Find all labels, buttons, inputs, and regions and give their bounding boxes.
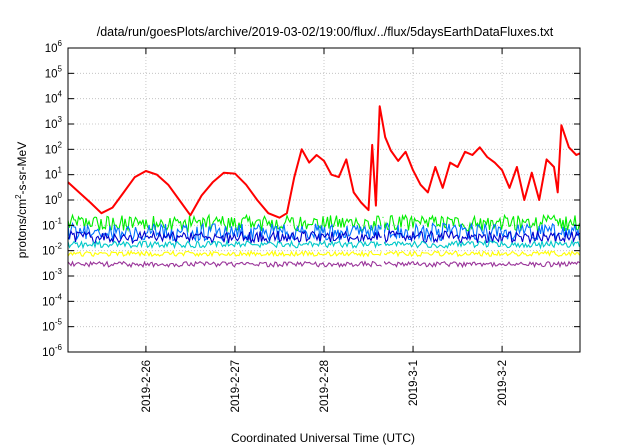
series-line-band-6 [67,260,580,269]
y-tick-label: 103 [45,115,63,131]
x-tick-label: 2019-3-1 [408,360,420,406]
y-tick-label: 105 [45,64,63,80]
y-tick-label: 104 [45,90,63,106]
data-gap [381,217,384,270]
y-tick-label: 10-2 [42,242,62,258]
series-line-proton-flux-0 [67,105,581,219]
y-tick-label: 10-5 [42,318,62,334]
y-tick-label: 100 [45,191,63,207]
y-tick-label: 10-3 [42,267,62,283]
y-tick-label: 101 [45,166,63,182]
y-tick-label: 10-6 [42,343,62,359]
series-line-band-5 [67,249,580,258]
y-tick-label: 106 [45,39,63,55]
series-line-band-4 [67,239,581,250]
x-tick-labels: 2019-2-26 2019-2-27 2019-2-28 2019-3-1 2019-… [141,360,509,412]
y-axis-label-post: -s-sr-MeV [15,142,29,195]
grid [68,48,580,352]
y-axis-label-sup: 2 [14,194,23,199]
x-tick-label: 2019-2-27 [230,360,242,412]
ticks [68,47,580,353]
y-axis-label: protons/cm2-s-sr-MeV [14,142,29,258]
y-tick-label: 10-4 [42,292,62,308]
x-tick-label: 2019-2-28 [319,360,331,412]
y-tick-label: 10-1 [42,216,62,232]
x-axis-label: Coordinated Universal Time (UTC) [231,431,415,445]
y-tick-labels: 10-6 10-5 10-4 10-3 10-2 10-1 100 101 102 103 104 1… [42,39,62,359]
y-tick-label: 102 [45,140,63,156]
series-layer [67,105,581,269]
chart-title: /data/run/goesPlots/archive/2019-03-02/1… [97,25,554,39]
series-line-band-3 [67,229,580,245]
x-tick-label: 2019-2-26 [141,360,153,412]
y-axis-label-pre: protons/cm [15,199,29,258]
series-line-band-1 [67,213,581,233]
series-line-band-2 [67,221,581,243]
x-tick-label: 2019-3-2 [497,360,509,406]
